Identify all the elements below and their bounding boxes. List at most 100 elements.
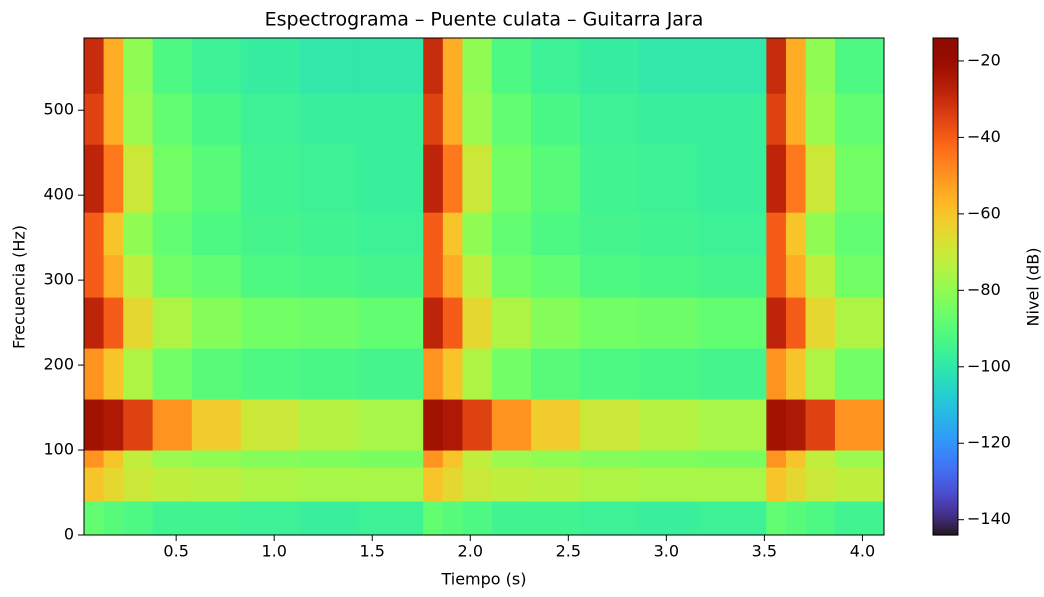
cell [443,467,463,501]
cell [492,144,532,212]
cell [443,93,463,144]
cell [192,255,242,298]
cell [423,255,443,298]
colorbar-tick-label: −100 [967,356,1011,375]
cell [153,501,193,535]
cell [300,212,359,255]
cell [786,38,806,94]
cell [786,93,806,144]
cell [423,348,443,399]
cell [300,144,359,212]
cell [192,38,242,94]
cell [462,399,492,450]
cell [123,467,153,501]
cell [580,38,639,94]
cell [835,144,885,212]
cell [766,38,786,94]
cell [123,38,153,94]
x-tick-label: 3.0 [654,542,679,561]
cell [806,212,836,255]
cell [806,255,836,298]
cell [698,144,767,212]
cell [104,93,124,144]
y-axis-label: Frecuencia (Hz) [10,225,29,349]
chart-title: Espectrograma – Puente culata – Guitarra… [265,9,704,31]
cell [192,501,242,535]
cell [423,93,443,144]
cell [639,348,698,399]
cell [835,297,885,348]
cell [423,399,443,450]
cell [786,255,806,298]
cell [462,348,492,399]
cell [766,297,786,348]
cell [639,212,698,255]
cell [359,501,424,535]
y-tick-label: 300 [43,270,74,289]
cell [241,255,300,298]
y-tick-label: 500 [43,100,74,119]
cell [462,93,492,144]
cell [443,501,463,535]
cell [698,501,767,535]
cell [153,450,193,467]
cell [462,212,492,255]
colorbar-tick-label: −40 [967,127,1001,146]
cell [123,501,153,535]
cell [192,144,242,212]
colorbar [933,38,958,536]
cell [153,255,193,298]
cell [153,348,193,399]
chart: Espectrograma – Puente culata – Guitarra… [0,0,1044,597]
cell [462,255,492,298]
cell [462,38,492,94]
cell [241,467,300,501]
cell [300,93,359,144]
cell [192,93,242,144]
cell [192,297,242,348]
colorbar-tick-label: −80 [967,280,1001,299]
cell [698,399,767,450]
cell [84,297,104,348]
cell [423,450,443,467]
cell [443,144,463,212]
cell [766,93,786,144]
cell [580,399,639,450]
cell [766,212,786,255]
cell [580,212,639,255]
cell [531,93,581,144]
cell [84,450,104,467]
x-tick-label: 1.0 [261,542,286,561]
cell [766,348,786,399]
cell [462,144,492,212]
cell [580,450,639,467]
cell [835,501,885,535]
cell [359,450,424,467]
cell [580,255,639,298]
x-tick-label: 0.5 [163,542,188,561]
cell [423,38,443,94]
cell [806,93,836,144]
cell [492,255,532,298]
cell [241,450,300,467]
cell [300,297,359,348]
colorbar-tick-label: −60 [967,203,1001,222]
cell [492,450,532,467]
cell [192,348,242,399]
x-tick-label: 3.5 [752,542,777,561]
cell [462,501,492,535]
x-tick-label: 2.5 [556,542,581,561]
cell [835,212,885,255]
cell [462,297,492,348]
cell [423,501,443,535]
cell [580,467,639,501]
cell [531,297,581,348]
cell [492,93,532,144]
cell [639,399,698,450]
cell [443,212,463,255]
cell [359,467,424,501]
cell [423,144,443,212]
cell [153,38,193,94]
cell [698,450,767,467]
x-axis-label: Tiempo (s) [440,570,526,589]
